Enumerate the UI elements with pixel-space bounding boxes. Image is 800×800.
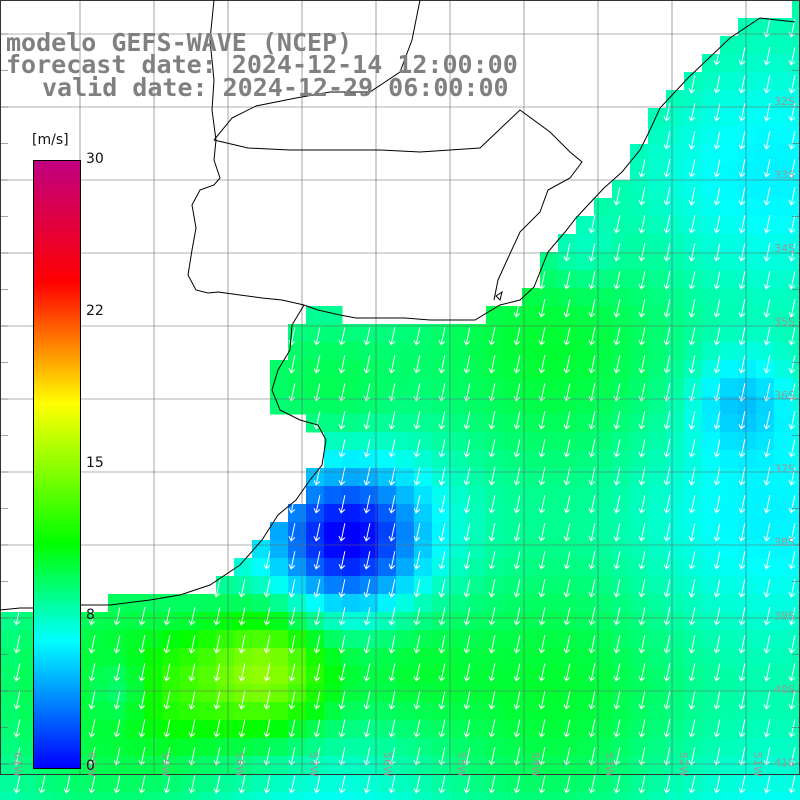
colorbar-tick-0: 0: [86, 758, 95, 774]
lat-label: 40S: [774, 683, 795, 696]
colorbar-tick-30: 30: [86, 151, 104, 167]
title-line-1: modelo GEFS-WAVE (NCEP): [6, 28, 353, 57]
lon-label: 57W: [307, 752, 320, 777]
latitude-labels: 32S 33S 34S 35S 36S 37S 38S 39S 40S 41S: [774, 95, 795, 770]
title-line-2: forecast date: 2024-12-14 12:00:00: [6, 50, 518, 79]
title-line-3: valid date: 2024-12-29 06:00:00: [42, 73, 509, 102]
colorbar-tick-22: 22: [86, 303, 104, 319]
lat-label: 35S: [774, 316, 795, 329]
wind-arrows: [13, 19, 796, 794]
lon-label: 51W: [751, 752, 764, 777]
lon-label: 53W: [603, 752, 616, 777]
lat-label: 36S: [774, 389, 795, 402]
colorbar-tick-15: 15: [86, 455, 104, 471]
lon-label: 56W: [381, 752, 394, 777]
colorbar: [33, 160, 81, 769]
lon-label: 61W: [11, 752, 24, 777]
longitude-labels: 61W 60W 59W 58W 57W 56W 55W 54W 53W 52W 51W: [11, 752, 764, 777]
lat-label: 39S: [774, 610, 795, 623]
lon-label: 58W: [233, 752, 246, 777]
lon-label: 54W: [529, 752, 542, 777]
lat-label: 33S: [774, 169, 795, 182]
lon-label: 59W: [159, 752, 172, 777]
lon-label: 55W: [455, 752, 468, 777]
lat-label: 41S: [774, 757, 795, 770]
legend-unit-label: [m/s]: [32, 132, 69, 148]
lat-label: 38S: [774, 536, 795, 549]
colorbar-tick-8: 8: [86, 607, 95, 623]
lat-label: 32S: [774, 95, 795, 108]
lat-label: 37S: [774, 463, 795, 476]
lat-lon-grid: [0, 0, 800, 775]
lon-label: 52W: [677, 752, 690, 777]
lon-label: 60W: [85, 752, 98, 777]
lat-label: 34S: [774, 242, 795, 255]
coastline: [0, 0, 796, 611]
